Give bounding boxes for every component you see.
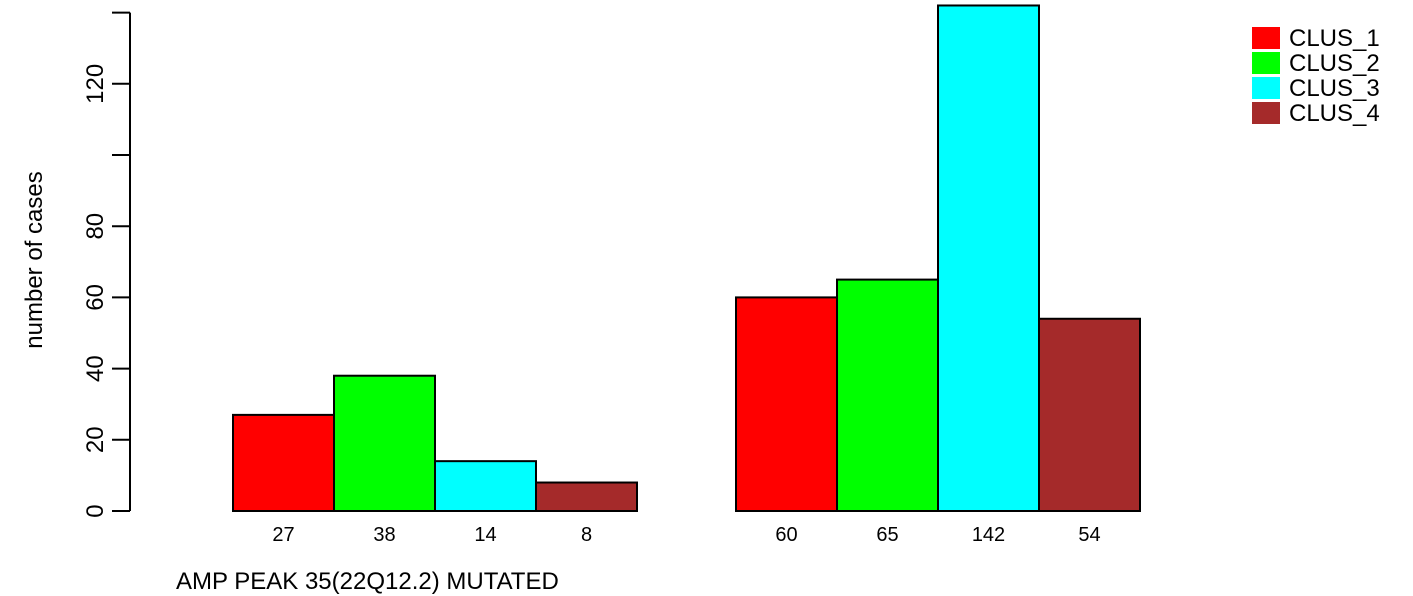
- legend-label: CLUS_1: [1289, 25, 1380, 52]
- legend-swatch: [1252, 77, 1280, 99]
- y-tick-label: 60: [82, 284, 109, 311]
- bar-clus-4-group-1: [535, 481, 638, 512]
- y-axis-label: number of cases: [21, 171, 48, 348]
- x-axis-label: AMP PEAK 35(22Q12.2) MUTATED: [176, 568, 559, 595]
- legend-swatch: [1252, 102, 1280, 124]
- bar-value-label: 8: [581, 524, 592, 546]
- bar-value-label: 54: [1078, 524, 1100, 546]
- bar-clus-3-group-2: [937, 4, 1040, 512]
- y-tick-label: 0: [82, 504, 109, 517]
- bar-clus-4-group-2: [1038, 317, 1141, 513]
- y-tick-label: 80: [82, 213, 109, 240]
- bar-clus-2-group-2: [836, 278, 939, 512]
- legend-swatch: [1252, 52, 1280, 74]
- bar-value-labels: 27 38 14 8 60 65 142 54: [272, 524, 1100, 546]
- bar-clus-1-group-2: [735, 296, 838, 512]
- legend-label: CLUS_4: [1289, 100, 1380, 127]
- y-axis: 0 20 40 60 80 120: [82, 11, 131, 518]
- bar-value-label: 38: [373, 524, 395, 546]
- legend-label: CLUS_3: [1289, 75, 1380, 102]
- bar-clus-3-group-1: [434, 460, 537, 513]
- bars-layer: [232, 4, 1141, 513]
- legend-label: CLUS_2: [1289, 50, 1380, 77]
- bar-value-label: 27: [272, 524, 294, 546]
- bar-value-label: 142: [972, 524, 1005, 546]
- bar-clus-2-group-1: [333, 374, 436, 512]
- y-tick-label: 20: [82, 426, 109, 453]
- legend-swatch: [1252, 27, 1280, 49]
- bar-value-label: 65: [876, 524, 898, 546]
- bar-value-label: 14: [474, 524, 496, 546]
- y-tick-label: 40: [82, 355, 109, 382]
- y-tick-label: 120: [82, 64, 109, 104]
- bar-value-label: 60: [775, 524, 797, 546]
- bar-clus-1-group-1: [232, 413, 335, 513]
